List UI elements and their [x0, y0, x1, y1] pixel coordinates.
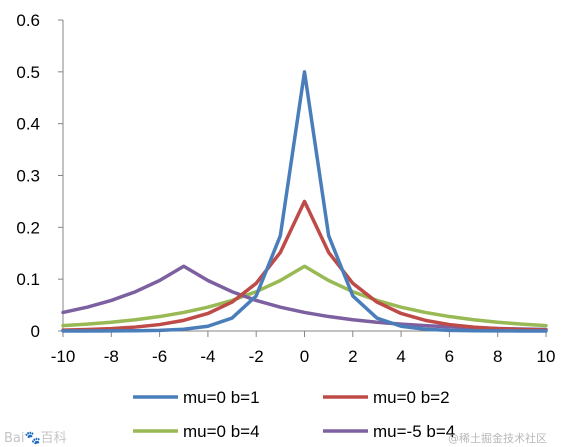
y-tick-label: 0.6 [16, 11, 40, 30]
y-tick-label: 0.5 [16, 63, 40, 82]
x-tick-label: -6 [152, 347, 167, 366]
y-tick-label: 0.1 [16, 270, 40, 289]
series-line-2 [61, 199, 548, 332]
legend-label: mu=-5 b=4 [373, 422, 455, 441]
y-axis-ticks: 0 0.1 0.2 0.3 0.4 0.5 0.6 [16, 11, 40, 341]
x-tick-label: 2 [348, 347, 357, 366]
x-tick-label: 6 [445, 347, 454, 366]
axes [58, 19, 547, 337]
x-tick-label: -2 [249, 347, 264, 366]
series-lines [61, 70, 548, 333]
x-axis-ticks: -10 -8 -6 -4 -2 0 2 4 6 8 10 [51, 347, 556, 366]
x-tick-label: 10 [537, 347, 556, 366]
legend-label: mu=0 b=1 [183, 388, 260, 407]
x-tick-label: 0 [300, 347, 309, 366]
x-tick-label: -10 [51, 347, 76, 366]
x-tick-label: -4 [200, 347, 215, 366]
legend-label: mu=0 b=2 [373, 388, 450, 407]
y-tick-label: 0.4 [16, 115, 40, 134]
x-tick-label: -8 [104, 347, 119, 366]
y-tick-label: 0.3 [16, 167, 40, 186]
series-line-3 [61, 264, 548, 328]
y-tick-label: 0.2 [16, 218, 40, 237]
series-line-1 [61, 70, 548, 333]
legend-label: mu=0 b=4 [183, 422, 260, 441]
legend: mu=0 b=1 mu=0 b=2 mu=0 b=4 mu=-5 b=4 [133, 388, 455, 441]
x-tick-label: 8 [493, 347, 502, 366]
y-tick-label: 0 [31, 322, 40, 341]
x-tick-label: 4 [396, 347, 405, 366]
juejin-watermark: @稀土掘金技术社区 [448, 432, 547, 445]
baidu-watermark: Bai🐾百科 [4, 431, 67, 446]
